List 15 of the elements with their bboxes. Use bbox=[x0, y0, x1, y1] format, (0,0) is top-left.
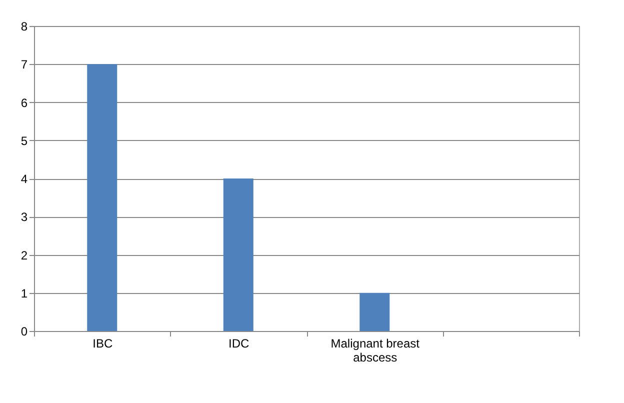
y-tick-label: 0 bbox=[20, 324, 28, 338]
y-tick-label: 1 bbox=[20, 286, 28, 300]
bar bbox=[87, 64, 118, 331]
y-tick-label: 8 bbox=[20, 20, 28, 34]
x-tick-label: IDC bbox=[228, 336, 250, 350]
x-tick-label: IBC bbox=[92, 336, 113, 350]
y-tick-label: 6 bbox=[20, 96, 28, 110]
y-tick-label: 7 bbox=[20, 58, 28, 72]
y-tick-label: 2 bbox=[20, 248, 28, 262]
bar bbox=[223, 178, 254, 331]
y-tick-label: 5 bbox=[20, 134, 28, 148]
y-tick-label: 4 bbox=[20, 172, 28, 186]
bar bbox=[360, 292, 390, 331]
x-tick-label: Malignant breast abscess bbox=[330, 336, 420, 364]
y-tick-label: 3 bbox=[20, 210, 28, 224]
